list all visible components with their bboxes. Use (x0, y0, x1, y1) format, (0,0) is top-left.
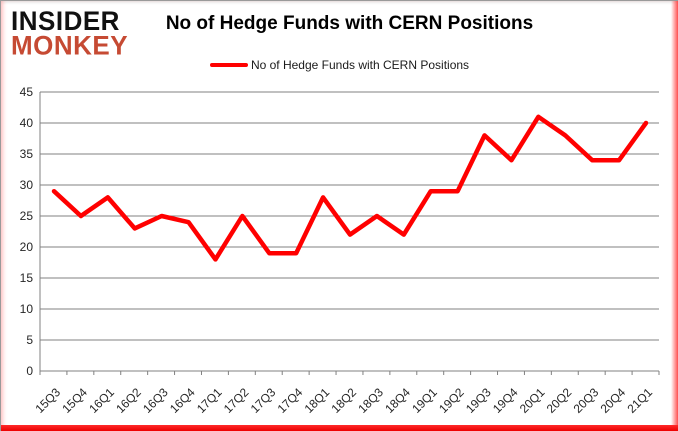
insider-monkey-logo: INSIDER MONKEY (11, 5, 129, 61)
y-axis-tick-label: 25 (20, 209, 34, 223)
x-axis-tick-label: 18Q2 (328, 385, 359, 416)
chart-legend: No of Hedge Funds with CERN Positions (1, 58, 678, 72)
x-axis-tick-label: 19Q4 (490, 385, 521, 416)
y-axis-tick-label: 5 (26, 333, 33, 347)
x-axis-tick-label: 20Q1 (517, 385, 548, 416)
y-axis-tick-label: 30 (20, 178, 34, 192)
y-axis-tick-label: 0 (26, 364, 33, 378)
legend-label: No of Hedge Funds with CERN Positions (250, 58, 470, 72)
y-axis-tick-label: 15 (20, 271, 34, 285)
logo-line-insider: INSIDER (11, 5, 120, 37)
x-axis-tick-label: 15Q3 (32, 385, 63, 416)
x-axis-tick-label: 20Q3 (571, 385, 602, 416)
series-line (51, 114, 649, 262)
y-axis-tick-label: 40 (20, 116, 34, 130)
x-axis-tick-label: 17Q4 (275, 385, 306, 416)
x-axis-tick-label: 18Q3 (355, 385, 386, 416)
x-axis-tick-label: 18Q1 (302, 385, 333, 416)
x-axis-tick-label: 19Q1 (409, 385, 440, 416)
x-axis-tick-label: 17Q1 (194, 385, 225, 416)
x-axis-tick-label: 17Q3 (248, 385, 279, 416)
legend-line-swatch (209, 63, 248, 67)
x-axis-tick-label: 15Q4 (59, 385, 90, 416)
x-axis-tick-label: 21Q1 (624, 385, 655, 416)
y-axis-tick-label: 20 (20, 240, 34, 254)
x-axis-tick-label: 16Q4 (167, 385, 198, 416)
y-axis-tick-label: 45 (20, 85, 34, 99)
x-axis-tick-label: 20Q2 (544, 385, 575, 416)
y-axis-tick-label: 35 (20, 147, 34, 161)
x-axis-tick-label: 16Q1 (86, 385, 117, 416)
x-axis-tick-label: 16Q3 (140, 385, 171, 416)
x-axis-tick-label: 18Q4 (382, 385, 413, 416)
x-axis-tick-label: 17Q2 (221, 385, 252, 416)
page-title: No of Hedge Funds with CERN Positions (165, 13, 534, 34)
x-axis-tick-label: 19Q2 (436, 385, 467, 416)
y-axis-tick-label: 10 (20, 302, 34, 316)
logo-line-monkey: MONKEY (11, 29, 129, 61)
x-axis-tick-label: 16Q2 (113, 385, 144, 416)
x-axis-tick-label: 20Q4 (598, 385, 629, 416)
x-axis-tick-label: 19Q3 (463, 385, 494, 416)
